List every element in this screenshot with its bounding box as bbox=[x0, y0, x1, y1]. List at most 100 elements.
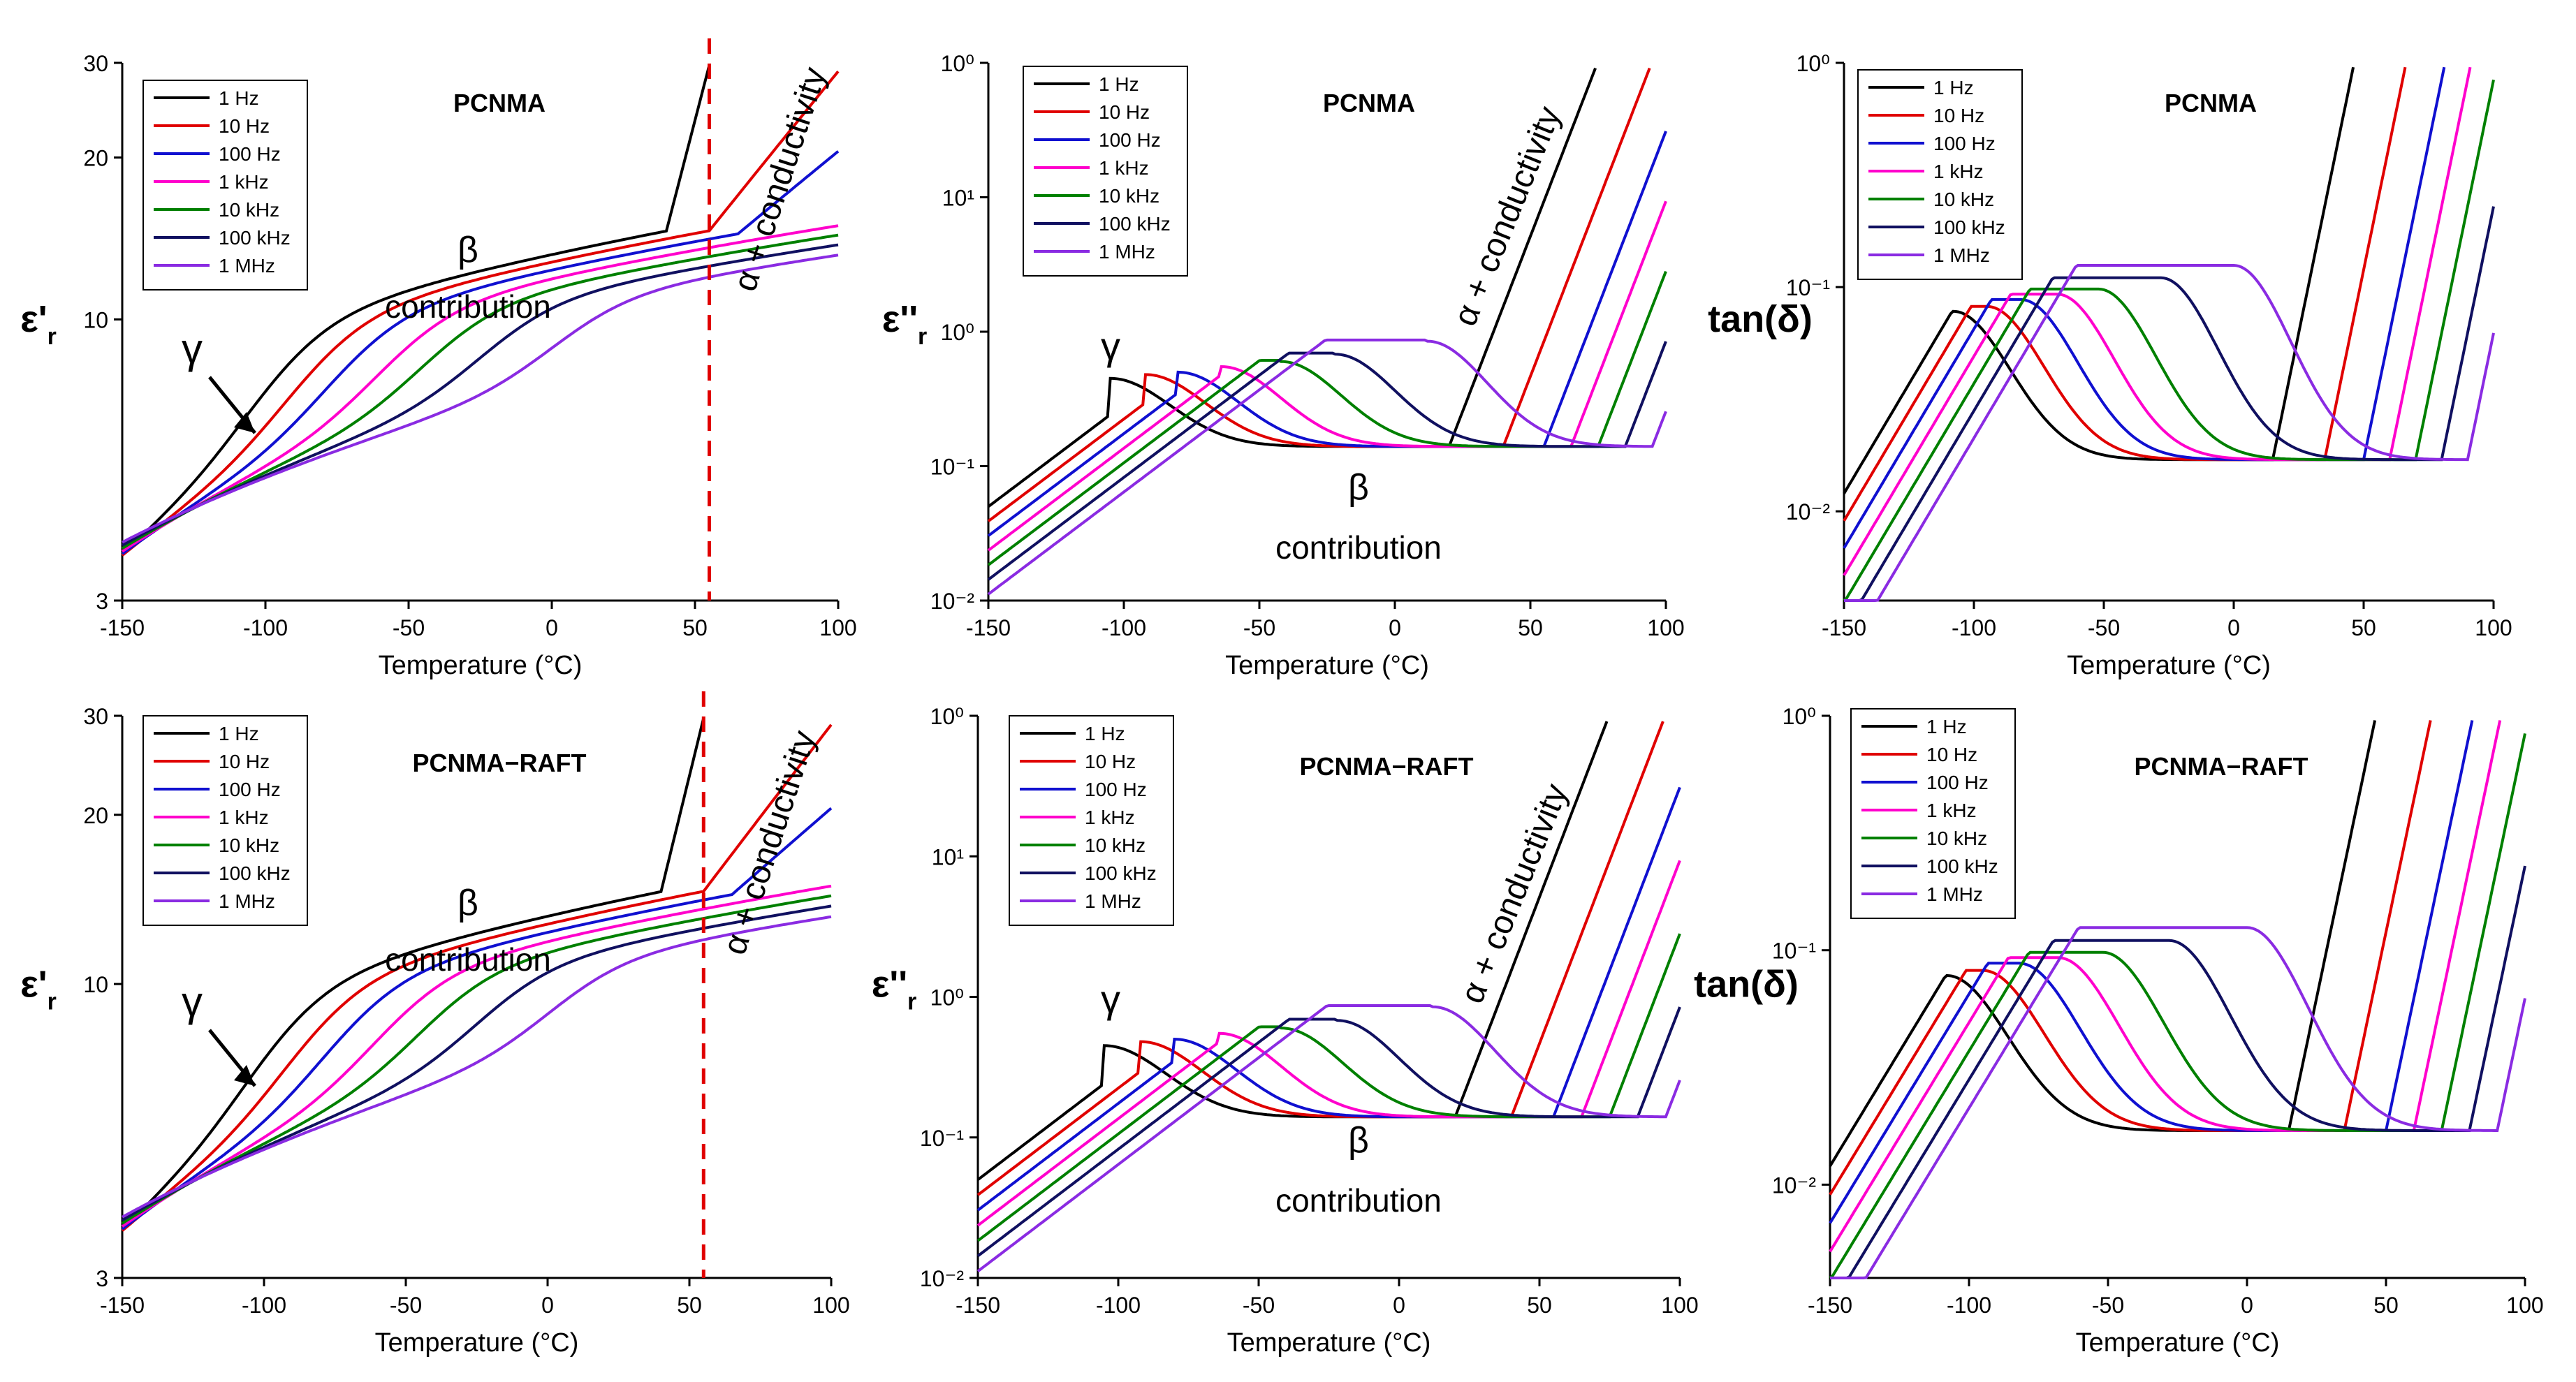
chart-panel-eps-real-pcnma: -150 -100 -50 0 50 100 Temperature (°C) 3 10 20 30… bbox=[20, 38, 857, 680]
legend-label: 1 kHz bbox=[1933, 161, 1984, 182]
x-tick-label: 50 bbox=[682, 615, 708, 640]
y-tick-label: 20 bbox=[83, 803, 108, 828]
x-axis-title: Temperature (°C) bbox=[2076, 1328, 2280, 1358]
series-line-100-Hz bbox=[121, 807, 833, 1230]
x-tick-label: 50 bbox=[1518, 615, 1543, 640]
series-line-1-MHz bbox=[987, 338, 1667, 596]
legend-label: 10 Hz bbox=[219, 115, 270, 137]
panel-title: PCNMA bbox=[1323, 89, 1415, 117]
y-tick-label: 10⁻² bbox=[920, 1266, 964, 1291]
legend-label: 10 kHz bbox=[219, 199, 279, 221]
gamma-arrowhead bbox=[234, 412, 255, 433]
gamma-annotation-beta: β bbox=[458, 230, 478, 270]
legend-label: 1 MHz bbox=[1933, 244, 1990, 266]
y-axis-title: ε'r bbox=[20, 298, 57, 350]
legend-box bbox=[142, 715, 308, 926]
legend-box bbox=[1023, 66, 1188, 277]
chart-panel-tan-raft: -150 -100 -50 0 50 100 Temperature (°C) 10⁻² 10⁻… bbox=[1694, 704, 2544, 1358]
beta-label: β bbox=[1348, 1120, 1369, 1161]
legend-label: 100 kHz bbox=[1933, 216, 2005, 238]
x-tick-label: -50 bbox=[2092, 1293, 2124, 1318]
legend-label: 10 kHz bbox=[1926, 828, 1987, 849]
panel-title: PCNMA−RAFT bbox=[1300, 752, 1474, 781]
series-line-10-Hz bbox=[976, 721, 1664, 1196]
series-line-10-Hz bbox=[121, 723, 833, 1232]
y-axis-title-subscript: r bbox=[918, 323, 927, 350]
series-line-10-Hz bbox=[987, 67, 1651, 522]
x-tick-label: 50 bbox=[677, 1293, 702, 1318]
legend-label: 100 kHz bbox=[1085, 862, 1157, 884]
chart-panel-tan-pcnma: -150 -100 -50 0 50 100 Temperature (°C) 10⁻² 10⁻… bbox=[1708, 51, 2512, 680]
x-tick-label: 0 bbox=[1393, 1293, 1405, 1318]
legend-label: 10 kHz bbox=[1933, 189, 1994, 210]
legend-label: 1 Hz bbox=[219, 87, 259, 109]
y-tick-label: 10⁻² bbox=[1772, 1173, 1816, 1198]
gamma-annotation-beta: β bbox=[458, 883, 478, 923]
x-tick-label: -150 bbox=[100, 615, 145, 640]
legend-label: 1 kHz bbox=[1099, 157, 1149, 179]
beta-contribution-label: contribution bbox=[1275, 1182, 1442, 1219]
legend-label: 10 Hz bbox=[219, 751, 270, 772]
y-tick-label: 10⁻¹ bbox=[930, 455, 974, 480]
series-line-1-MHz bbox=[122, 253, 839, 544]
x-tick-label: -50 bbox=[393, 615, 425, 640]
x-axis-title: Temperature (°C) bbox=[375, 1328, 579, 1358]
gamma-label: γ bbox=[1101, 977, 1120, 1021]
legend-label: 1 kHz bbox=[1926, 800, 1977, 821]
chart-panel-eps-real-raft: -150 -100 -50 0 50 100 Temperature (°C) 3 10 20 30… bbox=[20, 691, 850, 1358]
y-tick-label: 10⁰ bbox=[930, 704, 964, 729]
panel-title: PCNMA bbox=[453, 89, 546, 117]
legend-label: 100 kHz bbox=[219, 862, 291, 884]
legend-label: 100 Hz bbox=[1933, 133, 1996, 154]
legend-label: 1 Hz bbox=[219, 723, 259, 744]
legend-label: 1 MHz bbox=[1085, 890, 1141, 912]
y-tick-label: 10⁻² bbox=[1786, 499, 1830, 524]
y-axis-title-subscript: r bbox=[907, 989, 916, 1015]
x-tick-label: -150 bbox=[100, 1293, 145, 1318]
series-line-1-Hz bbox=[121, 64, 711, 556]
x-axis-title: Temperature (°C) bbox=[2067, 651, 2271, 680]
legend-label: 1 kHz bbox=[1085, 807, 1135, 828]
y-axis-title: tan(δ) bbox=[1708, 298, 1813, 340]
y-tick-label: 10⁰ bbox=[1783, 704, 1816, 729]
series-line-1-Hz bbox=[987, 67, 1597, 508]
x-tick-label: 100 bbox=[1647, 615, 1684, 640]
legend-label: 100 Hz bbox=[219, 779, 281, 800]
legend-label: 1 kHz bbox=[219, 807, 269, 828]
legend-label: 10 kHz bbox=[1099, 185, 1159, 207]
x-axis-title: Temperature (°C) bbox=[1225, 651, 1429, 680]
y-axis-title-subscript: r bbox=[47, 989, 57, 1015]
y-axis-title: ε''r bbox=[872, 964, 917, 1015]
legend-label: 100 kHz bbox=[1926, 855, 1998, 877]
y-tick-label: 10⁻¹ bbox=[1786, 275, 1830, 300]
y-axis-title: ε'r bbox=[20, 964, 57, 1015]
legend-label: 10 kHz bbox=[1085, 835, 1146, 856]
x-tick-label: 50 bbox=[1527, 1293, 1552, 1318]
legend-label: 1 MHz bbox=[1926, 883, 1983, 905]
gamma-label: γ bbox=[182, 978, 203, 1025]
y-tick-label: 10⁰ bbox=[1796, 51, 1830, 76]
x-tick-label: 0 bbox=[2241, 1293, 2253, 1318]
legend-label: 100 Hz bbox=[1085, 779, 1147, 800]
beta-contribution-label: contribution bbox=[385, 941, 551, 978]
y-tick-label: 10 bbox=[83, 307, 108, 332]
series-line-1-MHz bbox=[1844, 264, 2495, 602]
x-tick-label: -100 bbox=[1947, 1293, 1991, 1318]
x-tick-label: 100 bbox=[812, 1293, 849, 1318]
x-tick-label: 0 bbox=[541, 1293, 554, 1318]
x-tick-label: 0 bbox=[2227, 615, 2240, 640]
legend-label: 10 Hz bbox=[1926, 744, 1977, 765]
chart-panel-eps-imag-pcnma: -150 -100 -50 0 50 100 Temperature (°C) 10⁻² 10⁻… bbox=[882, 51, 1685, 680]
series-line-1-MHz bbox=[1830, 926, 2526, 1279]
legend-label: 1 kHz bbox=[219, 171, 269, 193]
series-line-100-Hz bbox=[976, 786, 1681, 1212]
y-tick-label: 10⁻¹ bbox=[1772, 939, 1816, 964]
x-tick-label: -50 bbox=[1243, 1293, 1275, 1318]
series-line-1-kHz bbox=[121, 224, 839, 553]
y-tick-label: 10⁻¹ bbox=[920, 1126, 964, 1151]
y-tick-label: 10¹ bbox=[942, 186, 974, 211]
chart-panel-eps-imag-raft: -150 -100 -50 0 50 100 Temperature (°C) 10⁻² 10⁻… bbox=[872, 704, 1699, 1358]
y-tick-label: 3 bbox=[96, 1266, 108, 1291]
alpha-conductivity-label: α + conductivity bbox=[716, 726, 823, 959]
